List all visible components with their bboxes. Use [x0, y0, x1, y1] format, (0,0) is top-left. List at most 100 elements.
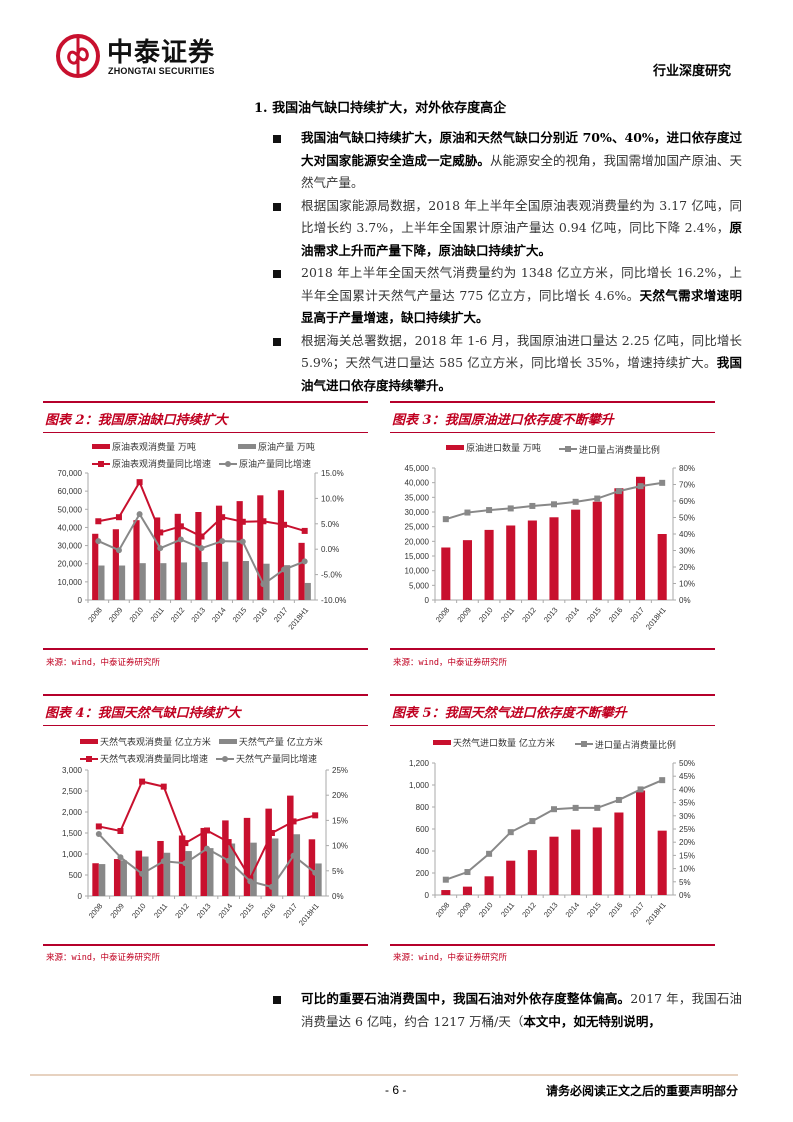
svg-text:70%: 70%: [679, 481, 695, 490]
svg-text:30,000: 30,000: [405, 508, 430, 517]
legend-label: 进口量占消费量比例: [594, 740, 676, 751]
figure-title: 图表 5：我国天然气进口依存度不断攀升: [392, 706, 627, 721]
legend-label: 天然气表观消费量同比增速: [100, 755, 209, 765]
bullet-text: 根据国家能源局数据，2018 年上半年全国原油表观消费量约为 3.17 亿吨，同…: [301, 197, 742, 236]
figure-top-rule: [390, 694, 715, 696]
figure-3-chart: 0 5,000 10,000 15,000 20,000 25,000 30,000 35,0…: [405, 464, 695, 632]
svg-text:0%: 0%: [679, 596, 691, 605]
svg-text:50%: 50%: [679, 759, 695, 768]
legend-label: 原油进口数量 万吨: [466, 444, 541, 454]
svg-text:2012: 2012: [520, 901, 538, 920]
svg-text:0: 0: [425, 596, 430, 605]
svg-text:2012: 2012: [520, 606, 538, 625]
svg-text:2,000: 2,000: [62, 808, 83, 817]
svg-text:5%: 5%: [679, 878, 691, 887]
svg-text:0: 0: [425, 891, 430, 900]
figure-2-legend: 原油表观消费量 万吨 原油产量 万吨 原油表观消费量同比增速 原油产量同比增速: [92, 440, 362, 470]
svg-text:2015: 2015: [231, 606, 249, 625]
figure-source: 来源：wind，中泰证券研究所: [46, 953, 160, 963]
legend-label: 原油表观消费量同比增速: [112, 460, 212, 470]
figure-title-rule: [43, 432, 368, 433]
svg-text:500: 500: [69, 871, 83, 880]
svg-text:2017: 2017: [281, 902, 299, 921]
figure-bottom-rule: [43, 944, 368, 946]
svg-text:2015: 2015: [238, 902, 256, 921]
bullet-item: 我国油气缺口持续扩大，原油和天然气缺口分别近 70%、40%，进口依存度过大对国…: [270, 127, 742, 195]
figure-5: 图表 5：我国天然气进口依存度不断攀升: [390, 694, 715, 726]
svg-text:2011: 2011: [499, 901, 516, 919]
disclaimer-note: 请务必阅读正文之后的重要声明部分: [545, 1084, 738, 1098]
svg-text:2009: 2009: [107, 606, 125, 625]
svg-text:5.0%: 5.0%: [321, 520, 339, 529]
figure-5-chart: 0 200 400 600 800 1,000 1,200 0% 5% 10% 15% 20% 25% 3…: [409, 759, 695, 926]
svg-text:15%: 15%: [679, 851, 695, 860]
svg-text:2011: 2011: [499, 606, 516, 624]
svg-text:35,000: 35,000: [405, 493, 430, 502]
svg-text:60%: 60%: [679, 497, 695, 506]
figure-2-chart: 0 10,000 20,000 30,000 40,000 50,000 60,000 70,…: [58, 469, 347, 631]
svg-text:2008: 2008: [86, 606, 104, 625]
bullet-square-icon: [273, 202, 281, 211]
footer-rule: [30, 1074, 738, 1076]
svg-text:10,000: 10,000: [58, 578, 83, 587]
svg-text:2009: 2009: [108, 902, 126, 921]
svg-text:2016: 2016: [607, 606, 625, 625]
svg-text:40%: 40%: [679, 785, 695, 794]
logo-text-en: ZHONGTAI SECURITIES: [108, 66, 215, 76]
svg-text:1,000: 1,000: [409, 781, 430, 790]
svg-text:2017: 2017: [628, 606, 646, 625]
svg-text:2018H1: 2018H1: [644, 606, 668, 632]
figure-title: 图表 4：我国天然气缺口持续扩大: [45, 706, 241, 721]
svg-text:200: 200: [416, 869, 430, 878]
bullet-bold-text: 原油需求上升而产量下降，原油缺口持续扩大。: [301, 220, 742, 258]
svg-text:1,200: 1,200: [409, 759, 430, 768]
svg-text:2011: 2011: [148, 606, 165, 624]
svg-text:2015: 2015: [585, 606, 603, 625]
bullet-item: 可比的重要石油消费国中，我国石油对外依存度整体偏高。2017 年，我国石油消费量…: [270, 988, 742, 1033]
svg-text:0: 0: [78, 892, 83, 901]
svg-text:15,000: 15,000: [405, 552, 430, 561]
svg-text:2011: 2011: [152, 902, 169, 920]
figure-4-chart: 0 500 1,000 1,500 2,000 2,500 3,000 0% 5% 10% 15% 2…: [62, 766, 348, 928]
bullet-bold-text: 本文中，如无特别说明，: [523, 1013, 661, 1029]
svg-text:20%: 20%: [332, 791, 348, 800]
legend-label: 天然气产量同比增速: [236, 755, 318, 765]
svg-text:20%: 20%: [679, 838, 695, 847]
svg-text:2012: 2012: [173, 902, 191, 921]
svg-text:2010: 2010: [128, 606, 146, 625]
bullet-square-icon: [273, 270, 281, 278]
svg-text:60,000: 60,000: [58, 487, 83, 496]
bullet-bold-text: 天然气需求增速明显高于产量增速，缺口持续扩大。: [301, 287, 742, 326]
svg-text:15%: 15%: [332, 816, 348, 825]
svg-text:3,000: 3,000: [62, 766, 83, 775]
section-title: 1. 我国油气缺口持续扩大，对外依存度高企: [254, 101, 507, 116]
svg-text:2016: 2016: [607, 901, 625, 920]
zhongtai-logo-icon: [56, 34, 100, 78]
bullet-list: 我国油气缺口持续扩大，原油和天然气缺口分别近 70%、40%，进口依存度过大对国…: [270, 127, 742, 397]
svg-text:2017: 2017: [628, 901, 646, 920]
svg-text:2018H1: 2018H1: [297, 902, 321, 928]
svg-text:20%: 20%: [679, 563, 695, 572]
svg-text:2013: 2013: [189, 606, 207, 625]
bullet-square-icon: [273, 337, 281, 346]
svg-text:30%: 30%: [679, 812, 695, 821]
svg-text:50,000: 50,000: [58, 505, 83, 514]
svg-text:45,000: 45,000: [405, 464, 430, 473]
svg-text:1,000: 1,000: [62, 850, 83, 859]
svg-text:25%: 25%: [679, 825, 695, 834]
figure-source: 来源：wind，中泰证券研究所: [393, 953, 507, 963]
svg-text:20,000: 20,000: [58, 560, 83, 569]
figure-source: 来源：wind，中泰证券研究所: [393, 658, 507, 668]
figure-title: 图表 3：我国原油进口依存度不断攀升: [392, 413, 614, 428]
svg-text:2015: 2015: [585, 901, 603, 920]
svg-text:400: 400: [416, 847, 430, 856]
figure-top-rule: [390, 401, 715, 403]
figure-top-rule: [43, 401, 368, 403]
figure-2: 图表 2：我国原油缺口持续扩大: [43, 401, 368, 433]
legend-label: 原油产量同比增速: [239, 460, 312, 470]
svg-text:50%: 50%: [679, 514, 695, 523]
svg-text:10%: 10%: [679, 580, 695, 589]
legend-label: 原油表观消费量 万吨: [112, 443, 196, 453]
bullet-item: 2018 年上半年全国天然气消费量约为 1348 亿立方米，同比增长 16.2%…: [270, 262, 742, 330]
bullet-bold-text: 我国油气缺口持续扩大，原油和天然气缺口分别近 70%、40%，进口依存度过大对国…: [301, 130, 742, 168]
